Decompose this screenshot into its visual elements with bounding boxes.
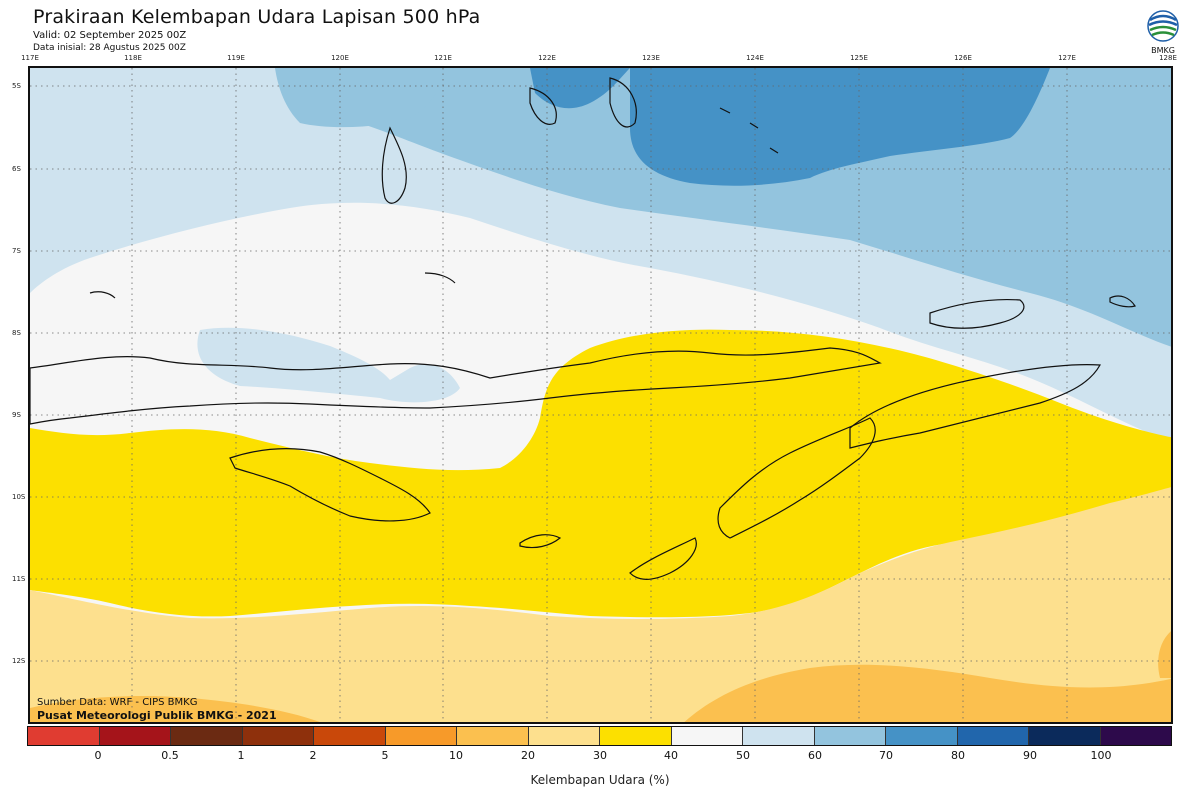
colorbar-segment [171, 727, 243, 745]
data-source: Sumber Data: WRF - CIPS BMKG [37, 697, 198, 708]
colorbar [27, 726, 1172, 746]
zone-80-90 [630, 68, 1050, 186]
colorbar-tick: 20 [521, 749, 535, 762]
colorbar-tick: 60 [808, 749, 822, 762]
humidity-map [28, 66, 1173, 724]
lon-label: 117E [21, 54, 39, 62]
colorbar-tick: 70 [879, 749, 893, 762]
valid-time: Valid: 02 September 2025 00Z [33, 30, 187, 41]
lon-label: 121E [434, 54, 452, 62]
zone-40-50 [30, 329, 1171, 618]
zone-70-80-west [275, 68, 450, 128]
colorbar-tick: 100 [1090, 749, 1112, 762]
timor-island [717, 417, 876, 539]
colorbar-tick: 2 [309, 749, 317, 762]
sumba-island [229, 448, 431, 522]
init-time: Data inisial: 28 Agustus 2025 00Z [33, 43, 186, 53]
colorbar-segment [99, 727, 171, 745]
lat-label: 12S [12, 657, 26, 665]
zone-80-90-north [530, 68, 630, 109]
colorbar-segment [457, 727, 529, 745]
lat-label: 5S [12, 82, 21, 90]
timor-border [849, 363, 1101, 449]
sulawesi-south [381, 126, 407, 204]
banda-small-islands [719, 107, 779, 154]
lon-label: 127E [1058, 54, 1076, 62]
lon-label: 119E [227, 54, 245, 62]
colorbar-tick: 10 [449, 749, 463, 762]
zone-20-30-east [684, 664, 1171, 722]
colorbar-tick: 0.5 [161, 749, 179, 762]
lat-label: 7S [12, 247, 21, 255]
colorbar-segment [814, 727, 886, 745]
bali-lombok-small [89, 272, 456, 299]
buton-island [529, 87, 557, 125]
lon-label: 122E [538, 54, 556, 62]
colorbar-segment [671, 727, 743, 745]
zone-20-30-right [1158, 631, 1171, 678]
colorbar-tick: 50 [736, 749, 750, 762]
zone-30-40 [30, 487, 1171, 722]
bmkg-logo: BMKG [1147, 10, 1179, 55]
tanimbar [1109, 295, 1136, 308]
gridlines [30, 68, 1171, 722]
lat-label: 9S [12, 411, 21, 419]
flores-nusa-tenggara [30, 347, 882, 425]
lat-label: 11S [12, 575, 26, 583]
lat-label: 8S [12, 329, 21, 337]
colorbar-segment [314, 727, 386, 745]
colorbar-tick: 1 [237, 749, 245, 762]
seram-island [609, 77, 637, 128]
lat-label: 10S [12, 493, 26, 501]
organization: Pusat Meteorologi Publik BMKG - 2021 [37, 709, 277, 722]
colorbar-tick: 90 [1023, 749, 1037, 762]
colorbar-segment [600, 727, 672, 745]
colorbar-tick: 0 [94, 749, 102, 762]
colorbar-segment [886, 727, 958, 745]
colorbar-segment [528, 727, 600, 745]
colorbar-segment [1029, 727, 1101, 745]
lat-label: 6S [12, 165, 21, 173]
lon-label: 120E [331, 54, 349, 62]
lon-label: 123E [642, 54, 660, 62]
wetar-island [929, 299, 1025, 329]
colorbar-segment [743, 727, 815, 745]
logo-text: BMKG [1151, 46, 1175, 55]
colorbar-segment [28, 727, 100, 745]
lon-label: 124E [746, 54, 764, 62]
zone-20-30 [30, 696, 320, 722]
lon-label: 118E [124, 54, 142, 62]
colorbar-segment [957, 727, 1029, 745]
colorbar-title: Kelembapan Udara (%) [530, 773, 670, 787]
colorbar-segment [1100, 727, 1171, 745]
lon-label: 126E [954, 54, 972, 62]
lon-label: 128E [1159, 54, 1177, 62]
colorbar-tick: 30 [593, 749, 607, 762]
colorbar-segment [385, 727, 457, 745]
lon-label: 125E [850, 54, 868, 62]
colorbar-tick: 5 [381, 749, 389, 762]
rote-island [629, 537, 697, 580]
colorbar-tick: 80 [951, 749, 965, 762]
sawu-island [519, 534, 562, 549]
humidity-map-svg [30, 68, 1171, 722]
colorbar-segment [242, 727, 314, 745]
coastlines [30, 77, 1136, 580]
zone-60-70-south [197, 327, 461, 403]
map-title: Prakiraan Kelembapan Udara Lapisan 500 h… [33, 6, 481, 28]
colorbar-tick: 40 [664, 749, 678, 762]
